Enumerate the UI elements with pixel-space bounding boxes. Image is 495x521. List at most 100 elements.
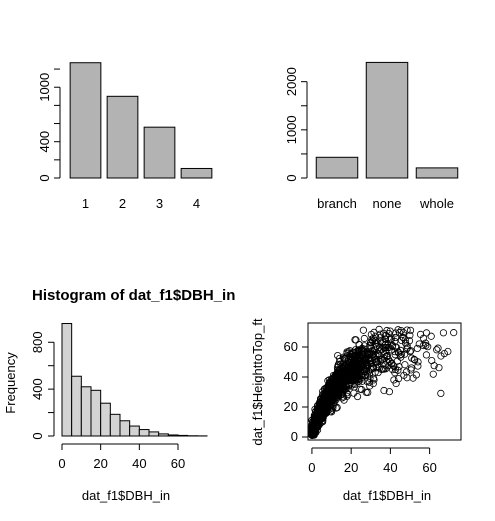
- bars-group: [315, 61, 459, 179]
- histogram-ylabel: Frequency: [3, 352, 18, 414]
- y-tick-label: 0: [30, 432, 45, 439]
- scatter-point: [383, 326, 391, 335]
- scatter-point: [348, 376, 356, 385]
- scatter-point: [314, 414, 323, 423]
- scatter-point: [380, 386, 388, 395]
- scatter-point: [381, 335, 389, 343]
- scatter-point: [403, 342, 411, 350]
- scatter-point: [377, 345, 386, 353]
- scatter-point: [412, 371, 420, 379]
- histogram-bin: [109, 413, 121, 437]
- y-tick-label: 400: [30, 378, 45, 400]
- x-tick-label: 1: [82, 196, 89, 211]
- scatter-point: [322, 398, 331, 407]
- bar-none: [365, 61, 409, 179]
- scatter-point: [372, 337, 380, 345]
- scatter-point: [376, 337, 385, 345]
- scatter-point: [334, 370, 342, 378]
- scatter-point: [371, 368, 379, 376]
- scatter-point: [367, 338, 375, 346]
- scatter-point: [414, 358, 422, 366]
- scatter-point: [338, 394, 346, 402]
- x-tick-label: 2: [119, 196, 126, 211]
- x-axis: 0 20 40 60: [308, 447, 437, 475]
- histogram-bin: [158, 433, 169, 437]
- scatter-point: [384, 344, 392, 352]
- scatter-point: [391, 333, 400, 342]
- scatter-point: [414, 362, 422, 370]
- scatter-point: [360, 334, 368, 343]
- scatter-point: [375, 325, 383, 333]
- bar-branch: [315, 156, 359, 179]
- scatter-point: [371, 340, 380, 348]
- scatter-point: [416, 330, 425, 338]
- x-tick-label: 20: [93, 456, 107, 471]
- scatter-point: [444, 347, 452, 356]
- scatter-point: [390, 376, 398, 384]
- scatter-point: [422, 351, 431, 359]
- x-category-labels: 1 2 3 4: [82, 196, 200, 211]
- scatter-point: [365, 378, 374, 386]
- scatter-point: [329, 386, 337, 394]
- histogram-bars: [61, 323, 208, 437]
- scatter-point: [397, 350, 406, 358]
- scatter-point: [311, 429, 319, 437]
- bar-2: [106, 95, 139, 179]
- scatter-point: [356, 353, 364, 361]
- x-tick-label: 40: [132, 456, 146, 471]
- scatter-point: [422, 341, 430, 350]
- bars-group: [69, 62, 213, 179]
- scatter-point: [394, 375, 403, 383]
- scatter-point: [381, 361, 389, 369]
- scatter-point: [351, 370, 359, 379]
- histogram-bin: [148, 431, 160, 437]
- x-tick-label: 0: [308, 460, 315, 475]
- scatter-point: [384, 341, 392, 349]
- y-tick-label: 800: [30, 331, 45, 353]
- histogram-bin: [61, 323, 73, 437]
- scatter-point: [363, 348, 372, 356]
- scatter-point: [397, 336, 406, 345]
- scatter-point: [369, 379, 377, 388]
- scatter-point: [315, 401, 323, 409]
- scatter-point: [403, 374, 411, 382]
- scatter-point: [393, 357, 401, 365]
- x-tick-label: whole: [419, 196, 454, 211]
- scatter-point: [312, 421, 320, 429]
- scatter-point: [359, 366, 368, 374]
- y-axis: 0 1000 2000: [284, 67, 308, 182]
- scatter-point: [365, 350, 373, 358]
- scatter-point: [344, 354, 352, 363]
- histogram-dbh: Histogram of dat_f1$DBH_in 0 20 40 60 0 400 8…: [3, 287, 235, 503]
- scatter-point: [429, 370, 437, 378]
- y-tick-label: 40: [284, 369, 298, 384]
- x-tick-label: 3: [156, 196, 163, 211]
- scatter-point: [439, 329, 448, 337]
- scatter-point: [368, 335, 376, 343]
- scatter-point: [335, 373, 343, 381]
- histogram-bin: [90, 389, 102, 437]
- scatter-point: [340, 396, 348, 404]
- x-tick-label: 0: [58, 456, 65, 471]
- scatter-point: [382, 343, 390, 352]
- scatter-xlabel: dat_f1$DBH_in: [343, 488, 431, 503]
- scatter-point: [359, 326, 368, 334]
- barplot-categories-1-4: 0 400 1000 1 2 3 4: [37, 62, 213, 211]
- scatter-point: [332, 380, 340, 388]
- scatter-point: [403, 326, 411, 334]
- scatter-point: [401, 361, 409, 369]
- scatter-point: [427, 332, 435, 340]
- x-category-labels: branch none whole: [317, 196, 454, 211]
- scatter-point: [348, 350, 356, 359]
- scatter-point: [399, 328, 408, 337]
- scatter-point: [362, 388, 370, 396]
- histogram-xlabel: dat_f1$DBH_in: [82, 488, 170, 503]
- scatter-point: [321, 406, 329, 414]
- scatter-point: [378, 365, 387, 373]
- scatter-point: [435, 364, 443, 372]
- y-tick-label: 400: [37, 131, 52, 153]
- scatter-ylabel: dat_f1$HeighttoTop_ft: [250, 318, 265, 446]
- scatter-point: [379, 347, 388, 355]
- scatter-point: [380, 351, 388, 359]
- scatter-point: [440, 349, 448, 358]
